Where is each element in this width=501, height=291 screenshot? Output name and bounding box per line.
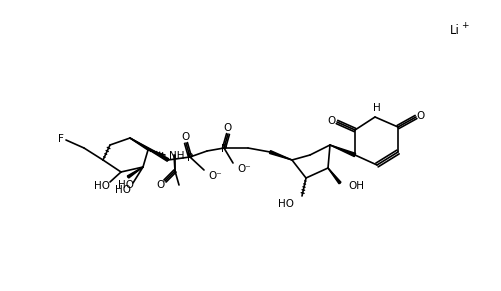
Text: O: O	[182, 132, 190, 142]
Text: Li: Li	[450, 24, 460, 36]
Text: O: O	[157, 180, 165, 190]
Polygon shape	[330, 145, 356, 157]
Text: O: O	[417, 111, 425, 121]
Text: HO: HO	[94, 181, 110, 191]
Text: O⁻: O⁻	[208, 171, 222, 181]
Polygon shape	[270, 150, 292, 160]
Text: P: P	[187, 153, 193, 163]
Text: NH: NH	[169, 151, 184, 161]
Text: H: H	[373, 103, 381, 113]
Text: O⁻: O⁻	[237, 164, 250, 174]
Text: HO: HO	[278, 199, 294, 209]
Text: HO: HO	[118, 180, 134, 190]
Text: OH: OH	[348, 181, 364, 191]
Polygon shape	[328, 168, 341, 184]
Text: P: P	[221, 144, 227, 154]
Text: +: +	[461, 22, 469, 31]
Text: HO: HO	[115, 185, 131, 195]
Text: O: O	[224, 123, 232, 133]
Text: O: O	[328, 116, 336, 126]
Polygon shape	[127, 167, 143, 178]
Polygon shape	[130, 138, 169, 161]
Text: F: F	[58, 134, 64, 144]
